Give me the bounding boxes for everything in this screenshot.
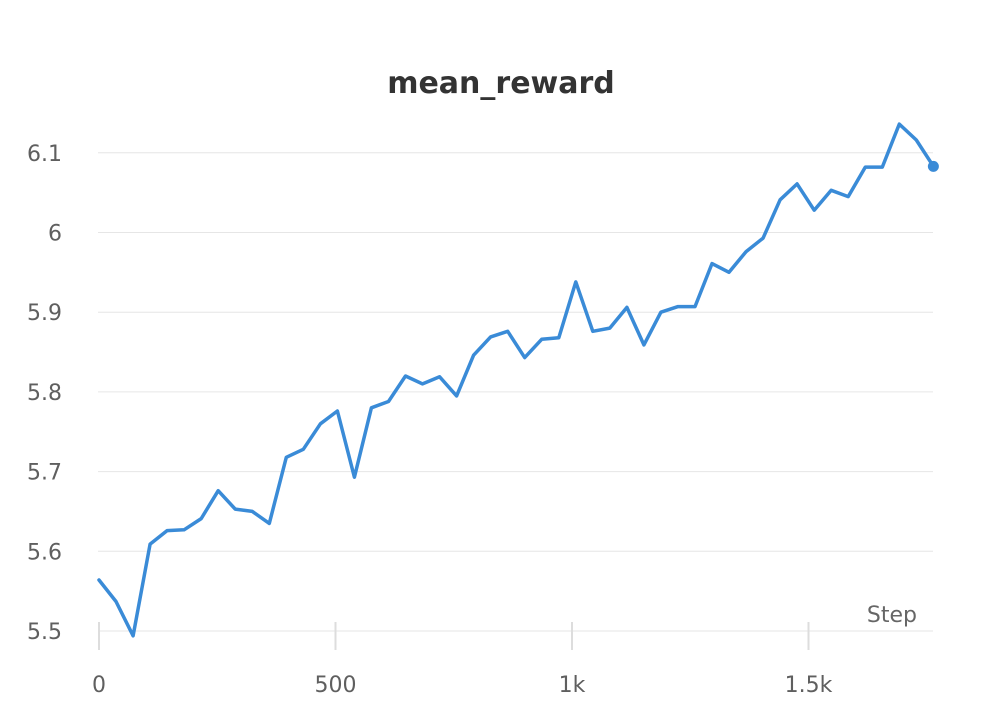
y-tick-label: 5.7 (27, 461, 62, 486)
chart-title: mean_reward (387, 66, 615, 101)
y-tick-label: 6.1 (27, 142, 62, 167)
x-tick-label: 500 (315, 673, 357, 698)
y-tick-label: 5.8 (27, 381, 62, 406)
x-tick-label: 0 (92, 673, 106, 698)
y-tick-label: 6 (48, 222, 62, 247)
series-group (97, 122, 939, 638)
x-tick-label: 1.5k (785, 673, 833, 698)
series-end-point (927, 160, 939, 172)
y-tick-label: 5.5 (27, 620, 62, 645)
series-line (97, 122, 936, 638)
grid-lines (98, 152, 933, 632)
y-tick-label: 5.6 (27, 540, 62, 565)
y-tick-label: 5.9 (27, 301, 62, 326)
x-axis-label: Step (867, 603, 917, 628)
x-tick-label: 1k (559, 673, 586, 698)
x-axis-ticks: 0 500 1k 1.5k (92, 622, 833, 698)
y-axis-ticks: 5.5 5.6 5.7 5.8 5.9 6 6.1 (27, 142, 62, 645)
